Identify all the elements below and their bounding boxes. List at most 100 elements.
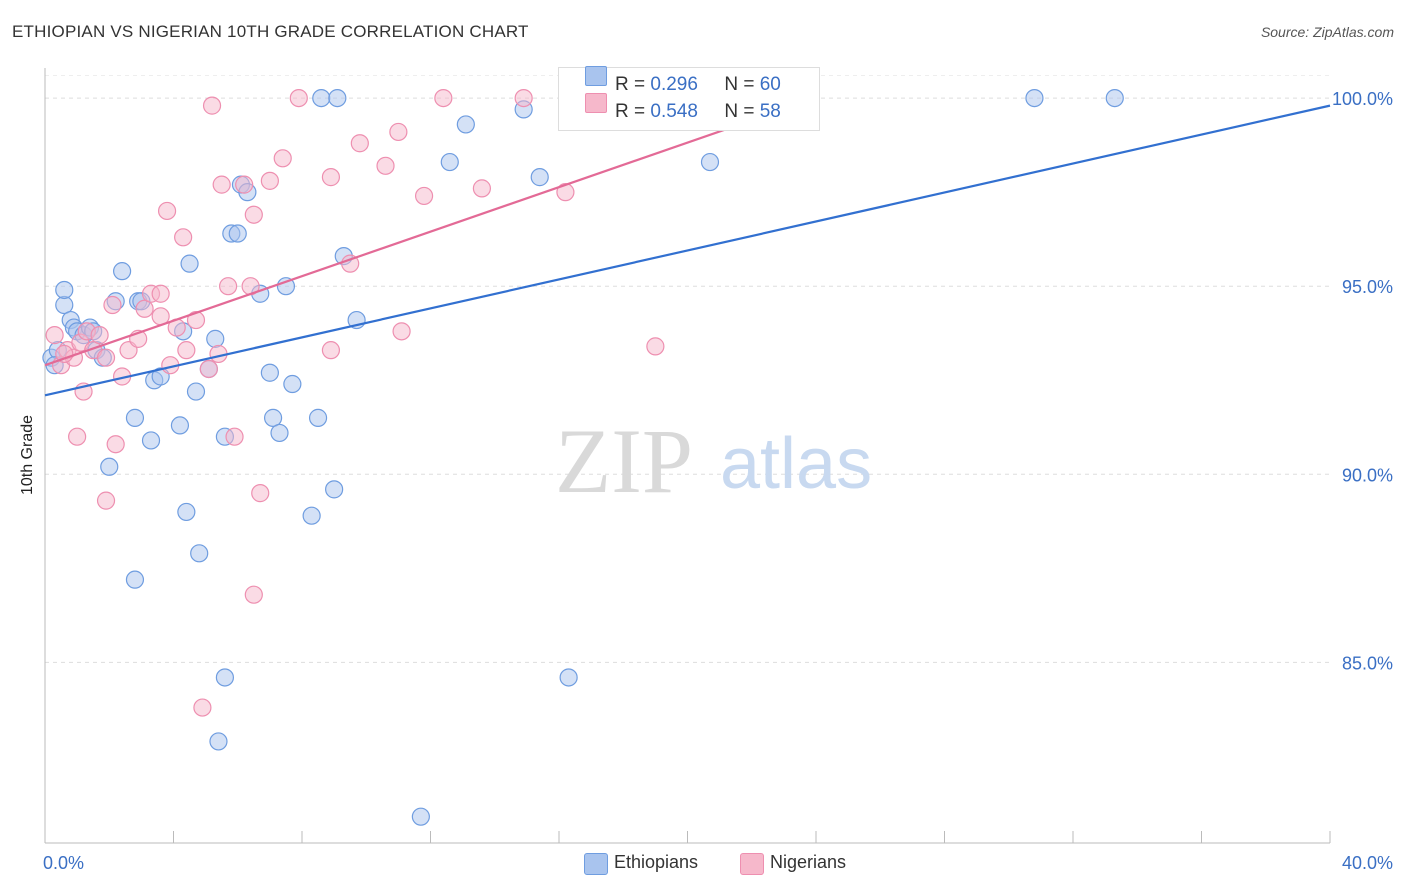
n-label: N =: [724, 101, 755, 122]
ethiopian-point: [411, 807, 430, 826]
nigerian-point: [392, 322, 411, 341]
points-layer: [42, 88, 1124, 826]
y-tick-label: 95.0%: [1342, 277, 1393, 297]
nigerian-point: [289, 88, 308, 108]
nigerian-point: [244, 585, 263, 604]
ethiopian-point: [186, 382, 206, 401]
ethiopian-point: [141, 431, 161, 450]
ethiopian-point: [308, 408, 328, 427]
nigerian-point: [157, 201, 177, 221]
nigerian-point: [414, 186, 434, 206]
watermark-atlas: atlas: [720, 424, 872, 504]
y-tick-label: 90.0%: [1342, 465, 1393, 485]
nigerian-trend-line: [44, 97, 817, 367]
ethiopian-point: [283, 374, 302, 394]
nigerian-point: [434, 88, 453, 108]
ethiopian-point: [125, 570, 145, 589]
nigerian-point: [96, 348, 116, 367]
nigerian-point: [177, 341, 196, 360]
nigerian-point: [321, 168, 341, 187]
r-value: 0.296: [650, 74, 698, 95]
nigerian-point: [244, 205, 263, 224]
nigerian-point: [135, 299, 154, 318]
nigerian-point: [389, 122, 408, 142]
nigerian-point: [212, 175, 231, 194]
axis-layer: 85.0% 90.0% 95.0% 100.0% 0.0% 40.0%: [43, 68, 1393, 873]
ethiopian-point: [302, 506, 321, 525]
x-tick-label: 40.0%: [1342, 853, 1393, 873]
watermark: ZIP atlas: [555, 410, 872, 512]
ethiopian-point: [456, 115, 475, 134]
nigerian-point: [174, 228, 193, 247]
trend-layer: [44, 97, 1331, 397]
nigerian-point: [45, 326, 64, 345]
nigerian-point: [321, 341, 341, 360]
watermark-zip: ZIP: [555, 410, 693, 512]
ethiopian-trend-line: [44, 104, 1331, 397]
r-label: R =: [615, 101, 646, 122]
x-tick-label: 0.0%: [43, 853, 84, 873]
ethiopian-point: [530, 168, 549, 187]
nigerian-point: [514, 88, 533, 108]
nigerian-legend-label: Nigerians: [770, 852, 847, 872]
ethiopian-legend-icon: [584, 853, 608, 875]
nigerian-point: [341, 254, 360, 273]
nigerian-point: [376, 156, 395, 175]
r-value: 0.548: [650, 101, 698, 122]
nigerian-legend-icon: [740, 853, 764, 875]
nigerian-point: [225, 427, 244, 446]
nigerian-point: [202, 96, 222, 115]
ethiopian-point: [190, 544, 209, 563]
n-value: 58: [759, 101, 781, 122]
y-tick-label: 100.0%: [1332, 89, 1393, 109]
nigerian-point: [350, 134, 369, 153]
r-label: R =: [615, 74, 646, 95]
nigerian-point: [260, 171, 279, 190]
source-label: Source: ZipAtlas.com: [1260, 24, 1394, 40]
ethiopian-point: [215, 668, 234, 687]
ethiopian-point: [55, 280, 74, 300]
nigerian-point: [186, 310, 206, 330]
nigerian-swatch-icon: [585, 93, 607, 113]
nigerian-point: [151, 284, 170, 303]
nigerian-point: [556, 183, 575, 202]
nigerian-point: [106, 435, 125, 454]
y-tick-label: 85.0%: [1342, 653, 1393, 673]
ethiopian-point: [180, 254, 199, 273]
ethiopian-point: [125, 408, 145, 427]
nigerian-point: [251, 484, 270, 503]
ethiopian-point: [312, 88, 331, 108]
nigerian-point: [193, 698, 212, 717]
ethiopian-point: [559, 668, 578, 687]
nigerian-point: [219, 277, 238, 296]
grid-layer: [45, 75, 1330, 663]
nigerian-point: [90, 326, 109, 345]
nigerian-point: [273, 149, 292, 168]
chart-title: ETHIOPIAN VS NIGERIAN 10TH GRADE CORRELA…: [12, 22, 529, 41]
nigerian-point: [646, 337, 665, 356]
ethiopian-point: [206, 329, 225, 348]
ethiopian-point: [177, 502, 196, 522]
ethiopian-point: [263, 408, 283, 427]
ethiopian-swatch-icon: [585, 66, 607, 86]
ethiopian-point: [209, 732, 228, 751]
ethiopian-point: [700, 152, 720, 172]
ethiopian-point: [440, 152, 459, 172]
nigerian-point: [235, 175, 254, 194]
n-value: 60: [759, 74, 781, 95]
ethiopian-point: [228, 224, 247, 243]
ethiopian-point: [1105, 88, 1124, 108]
nigerian-point: [68, 427, 87, 446]
nigerian-point: [103, 295, 122, 315]
n-label: N =: [724, 74, 755, 95]
ethiopian-point: [170, 416, 190, 435]
ethiopian-point: [112, 262, 132, 281]
ethiopian-point: [260, 363, 279, 382]
nigerian-point: [199, 359, 218, 379]
stats-legend: R = 0.296 N = 60 R = 0.548 N = 58: [558, 66, 820, 131]
ethiopian-point: [270, 423, 289, 443]
nigerian-point: [96, 491, 116, 510]
nigerian-point: [472, 179, 491, 198]
ethiopian-point: [325, 480, 344, 499]
